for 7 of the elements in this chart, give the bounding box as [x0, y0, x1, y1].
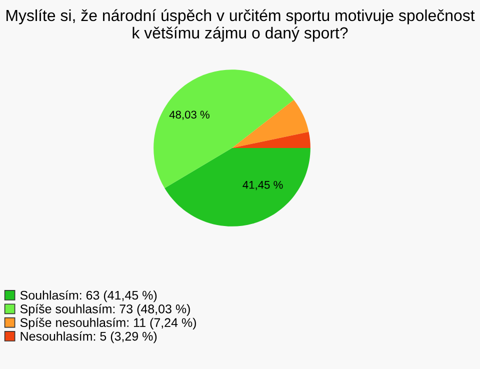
legend-label: Nesouhlasím: 5 (3,29 %) — [20, 331, 157, 344]
data-label: 41,45 % — [242, 180, 283, 190]
chart-title: Myslíte si, že národní úspěch v určitém sportu motivuje společnost k většímu zájmu o daný sport? — [6, 9, 475, 42]
legend-label: Spíše souhlasím: 73 (48,03 %) — [20, 304, 190, 316]
legend-label: Spíše nesouhlasím: 11 (7,24 %) — [20, 318, 196, 330]
data-label: 48,03 % — [169, 110, 210, 120]
legend-label: Souhlasím: 63 (41,45 %) — [20, 290, 157, 302]
